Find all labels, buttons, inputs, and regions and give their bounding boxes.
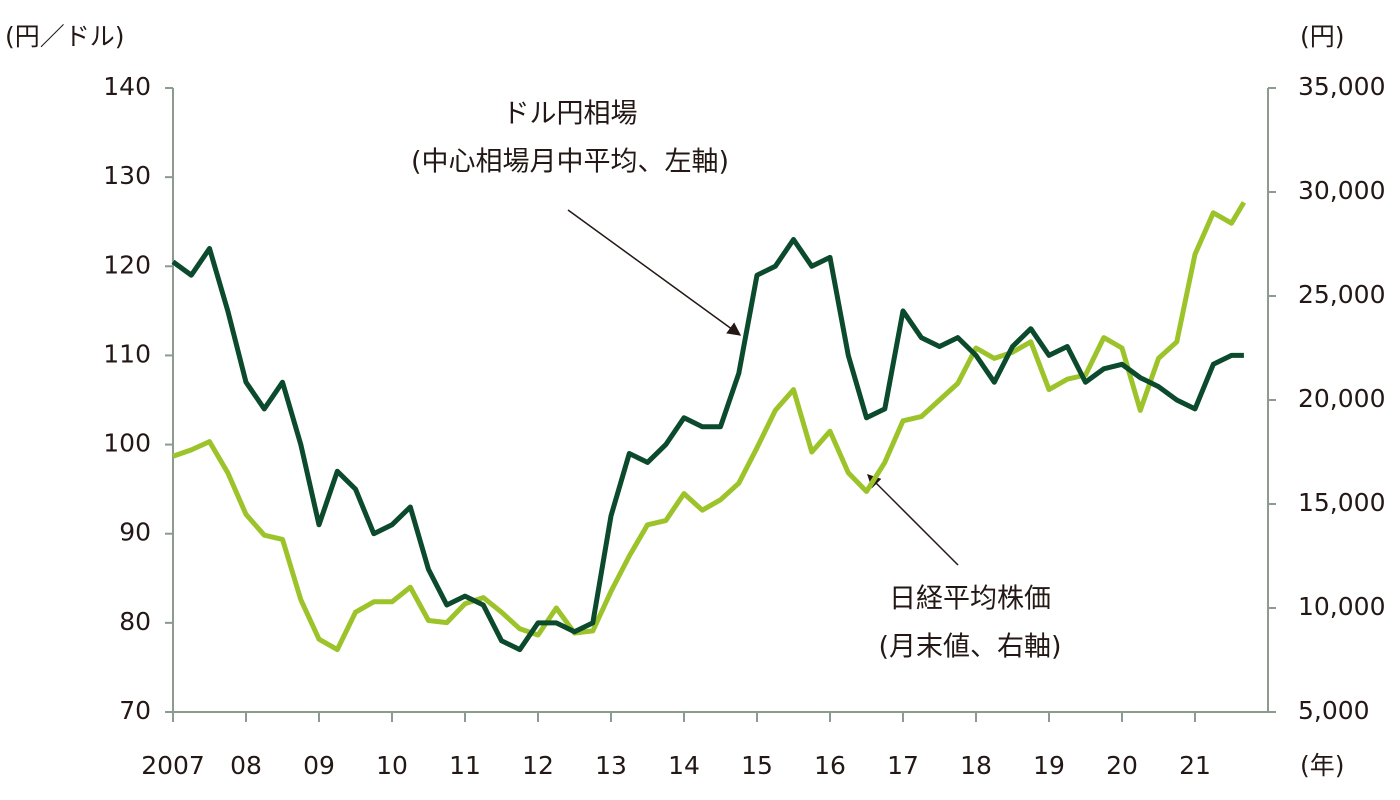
y-tick-label: 80 (119, 607, 151, 636)
annotation: ドル円相場 (503, 99, 638, 130)
series-line (171, 237, 1244, 653)
y-tick-label: 100 (103, 429, 151, 458)
arrow (567, 209, 742, 336)
y2-tick-label: 15,000 (1298, 488, 1385, 517)
annotation: (月末値、右軸) (878, 632, 1061, 663)
y2-tick-label: 5,000 (1298, 696, 1370, 725)
x-tick-label: 08 (230, 751, 262, 780)
y2-tick-label: 20,000 (1298, 384, 1385, 413)
y-tick-label: 70 (119, 696, 151, 725)
x-tick-label: 18 (960, 751, 992, 780)
x-tick-label: 16 (814, 751, 846, 780)
x-axis-label: (年) (1300, 751, 1345, 780)
y-tick-label: 120 (103, 250, 151, 279)
y-tick-label: 140 (103, 72, 151, 101)
x-tick-label: 14 (668, 751, 700, 780)
x-tick-label: 12 (522, 751, 554, 780)
annotation: 日経平均株価 (889, 584, 1051, 615)
x-tick-label: 2007 (141, 751, 205, 780)
y-tick-label: 110 (103, 339, 151, 368)
y-tick-label: 90 (119, 518, 151, 547)
y2-tick-label: 35,000 (1298, 72, 1385, 101)
annotation: (中心相場月中平均、左軸) (411, 147, 729, 178)
x-tick-label: 11 (449, 751, 481, 780)
arrow (867, 474, 959, 566)
y2-tick-label: 10,000 (1298, 592, 1385, 621)
y2-axis-label: (円) (1300, 22, 1345, 51)
y-tick-label: 130 (103, 161, 151, 190)
y2-tick-label: 30,000 (1298, 176, 1385, 205)
x-tick-label: 19 (1033, 751, 1065, 780)
x-tick-label: 21 (1179, 751, 1211, 780)
x-tick-label: 20 (1106, 751, 1138, 780)
x-tick-label: 09 (303, 751, 335, 780)
x-tick-label: 13 (595, 751, 627, 780)
x-tick-label: 17 (887, 751, 919, 780)
x-tick-label: 10 (376, 751, 408, 780)
y2-tick-label: 25,000 (1298, 280, 1385, 309)
y-axis-label: (円／ドル) (5, 22, 125, 51)
x-tick-label: 15 (741, 751, 773, 780)
series-line (172, 201, 1247, 653)
